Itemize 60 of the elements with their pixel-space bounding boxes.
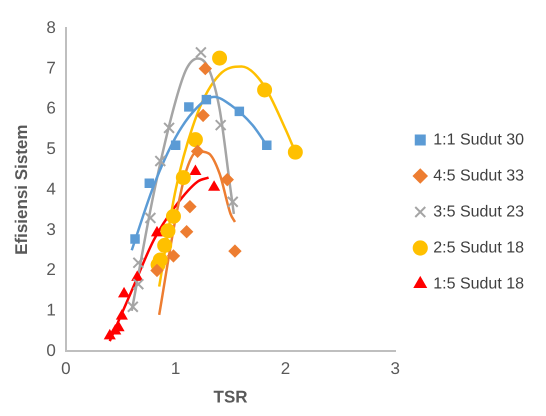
point — [198, 62, 212, 76]
x-tick-label: 3 — [390, 359, 400, 378]
point — [144, 178, 154, 188]
x-tick-label: 1 — [170, 359, 180, 378]
x-axis-title: TSR — [214, 387, 248, 406]
point — [132, 278, 144, 290]
point — [184, 102, 194, 112]
y-tick-label: 2 — [46, 260, 56, 280]
point — [190, 165, 202, 176]
y-tick-label: 8 — [46, 18, 56, 37]
x-tick-label: 2 — [280, 359, 290, 378]
point — [188, 132, 203, 148]
y-tick-label: 7 — [46, 58, 56, 78]
point — [118, 287, 130, 298]
point — [132, 256, 144, 269]
point — [202, 94, 212, 104]
point — [151, 226, 163, 236]
y-tick-label: 1 — [46, 300, 56, 320]
point — [176, 170, 191, 186]
point — [170, 140, 180, 150]
legend-label: 1:1 Sudut 30 — [433, 131, 524, 148]
legend-label: 1:5 Sudut 18 — [433, 275, 524, 292]
y-tick-label: 0 — [46, 340, 56, 360]
point — [220, 173, 234, 186]
point — [191, 144, 204, 158]
point — [212, 50, 228, 66]
point — [262, 140, 272, 150]
point — [104, 329, 116, 340]
point — [144, 212, 156, 224]
point — [160, 223, 176, 238]
y-tick-label: 3 — [46, 220, 56, 239]
point — [132, 270, 143, 281]
point — [166, 208, 181, 224]
x-tick-label: 0 — [61, 359, 71, 378]
point — [157, 238, 172, 253]
point — [154, 155, 166, 167]
point — [214, 119, 227, 132]
point — [257, 82, 272, 98]
point — [234, 106, 244, 116]
y-axis-title: Efisiensi Sistem — [12, 124, 31, 255]
y-tick-label: 6 — [46, 98, 56, 118]
point — [288, 144, 303, 160]
point — [208, 180, 220, 191]
point — [116, 310, 128, 320]
y-tick-label: 4 — [46, 179, 56, 198]
point — [194, 46, 207, 58]
point — [166, 249, 180, 262]
legend-label: 4:5 Sudut 33 — [433, 167, 524, 184]
point — [152, 252, 168, 268]
point — [163, 122, 176, 134]
point — [196, 108, 210, 122]
point — [130, 234, 140, 244]
y-tick-label: 5 — [46, 139, 56, 158]
point — [226, 196, 239, 208]
point — [150, 264, 164, 277]
legend-label: 3:5 Sudut 23 — [433, 203, 524, 220]
point — [228, 244, 242, 258]
point — [180, 225, 194, 238]
legend-label: 2:5 Sudut 18 — [433, 239, 524, 256]
point — [183, 200, 196, 214]
